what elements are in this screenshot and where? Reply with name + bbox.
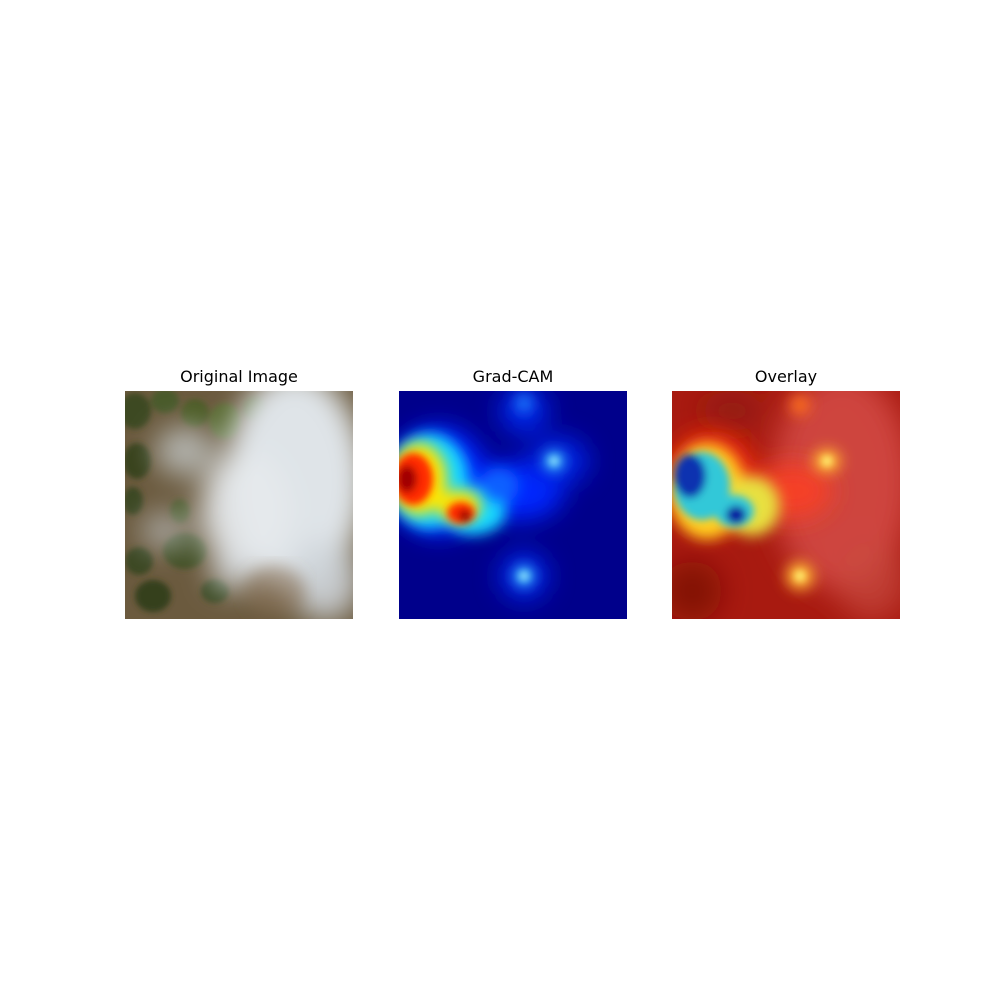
- original-image-panel: [125, 391, 353, 619]
- gradcam-title: Grad-CAM: [472, 367, 554, 386]
- original-image-title: Original Image: [180, 367, 298, 386]
- gradcam-heatmap: [399, 391, 627, 619]
- overlay-panel: [672, 391, 900, 619]
- original-image: [125, 391, 353, 619]
- overlay-title: Overlay: [754, 367, 818, 386]
- overlay-image: [672, 391, 900, 619]
- gradcam-panel: [399, 391, 627, 619]
